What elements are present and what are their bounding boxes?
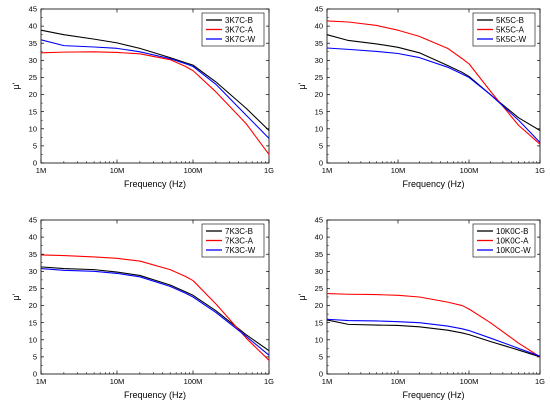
x-tick-label: 1M xyxy=(322,166,332,175)
series-line-10k0c-a xyxy=(326,293,541,358)
x-tick-label: 10M xyxy=(110,166,125,175)
y-tick-label: 35 xyxy=(29,39,37,48)
series-line-7k3c-a xyxy=(40,254,270,361)
chart-panel-1: 0 5 10 15 20 25 30 35 40 45 1M 10M 100M 1G Frequency (… xyxy=(11,5,274,189)
chart-panel-3: 0 5 10 15 20 25 30 35 40 45 1M 10M 100M 1G Frequency (… xyxy=(11,216,274,400)
series-line-10k0c-b xyxy=(326,319,541,358)
y-tick-label: 40 xyxy=(29,233,37,242)
y-tick-label: 15 xyxy=(315,107,323,116)
y-tick-label: 15 xyxy=(29,318,37,327)
y-tick-label: 40 xyxy=(29,22,37,31)
legend-label: 3K7C-A xyxy=(225,25,254,34)
legend-label: 5K5C-W xyxy=(496,35,527,44)
y-tick-label: 5 xyxy=(319,352,323,361)
legend-label: 3K7C-B xyxy=(225,16,253,25)
series-line-5k5c-w xyxy=(326,47,541,143)
y-tick-label: 35 xyxy=(315,250,323,259)
x-tick-label: 1G xyxy=(264,377,274,386)
y-tick-label: 30 xyxy=(315,56,323,65)
y-tick-label: 45 xyxy=(29,216,37,225)
x-tick-label: 100M xyxy=(460,166,479,175)
series-line-3k7c-a xyxy=(40,51,270,155)
y-tick-label: 20 xyxy=(315,301,323,310)
x-tick-label: 1M xyxy=(36,166,46,175)
y-tick-label: 10 xyxy=(315,124,323,133)
y-tick-label: 0 xyxy=(33,159,37,168)
x-tick-label: 1G xyxy=(535,377,545,386)
y-axis-title: μ' xyxy=(11,293,21,300)
series-line-3k7c-b xyxy=(40,29,270,131)
y-tick-label: 35 xyxy=(315,39,323,48)
y-tick-label: 30 xyxy=(29,267,37,276)
x-tick-label: 1M xyxy=(36,377,46,386)
series-line-10k0c-w xyxy=(326,318,541,357)
y-tick-label: 40 xyxy=(315,233,323,242)
y-tick-label: 0 xyxy=(319,159,323,168)
x-tick-label: 100M xyxy=(460,377,479,386)
y-tick-label: 25 xyxy=(29,73,37,82)
y-tick-label: 25 xyxy=(315,73,323,82)
y-tick-label: 35 xyxy=(29,250,37,259)
series-line-7k3c-b xyxy=(40,266,270,352)
x-axis-title: Frequency (Hz) xyxy=(124,390,186,400)
legend-label: 7K3C-W xyxy=(225,246,256,255)
x-tick-label: 10M xyxy=(391,166,406,175)
chart-panel-2: 0 5 10 15 20 25 30 35 40 45 1M 10M 100M 1G Frequency (… xyxy=(297,5,545,189)
x-tick-label: 100M xyxy=(184,377,203,386)
y-tick-label: 15 xyxy=(315,318,323,327)
y-tick-label: 20 xyxy=(29,90,37,99)
legend-label: 10K0C-W xyxy=(496,246,531,255)
y-tick-label: 10 xyxy=(315,335,323,344)
series-line-5k5c-b xyxy=(326,34,541,131)
y-tick-label: 45 xyxy=(315,216,323,225)
x-axis-title: Frequency (Hz) xyxy=(402,179,464,189)
y-tick-label: 25 xyxy=(29,284,37,293)
y-tick-label: 45 xyxy=(29,5,37,14)
x-tick-label: 10M xyxy=(391,377,406,386)
y-axis-title: μ' xyxy=(11,82,21,89)
chart-panel-4: 0 5 10 15 20 25 30 35 40 45 1M 10M 100M 1G Frequency (… xyxy=(297,216,545,400)
legend-label: 3K7C-W xyxy=(225,35,256,44)
y-axis-title: μ' xyxy=(297,82,307,89)
y-tick-label: 30 xyxy=(315,267,323,276)
y-tick-label: 0 xyxy=(33,370,37,379)
y-tick-label: 25 xyxy=(315,284,323,293)
series-line-7k3c-w xyxy=(40,268,270,356)
y-tick-label: 5 xyxy=(319,141,323,150)
x-axis-title: Frequency (Hz) xyxy=(124,179,186,189)
y-tick-label: 20 xyxy=(315,90,323,99)
y-tick-label: 20 xyxy=(29,301,37,310)
legend-label: 10K0C-B xyxy=(496,227,528,236)
series-line-3k7c-w xyxy=(40,39,270,139)
legend-label: 7K3C-B xyxy=(225,227,253,236)
x-tick-label: 100M xyxy=(184,166,203,175)
y-tick-label: 5 xyxy=(33,352,37,361)
y-tick-label: 15 xyxy=(29,107,37,116)
y-tick-label: 30 xyxy=(29,56,37,65)
y-axis-title: μ' xyxy=(297,293,307,300)
y-tick-label: 5 xyxy=(33,141,37,150)
legend-label: 10K0C-A xyxy=(496,236,529,245)
y-tick-label: 0 xyxy=(319,370,323,379)
x-tick-label: 1G xyxy=(535,166,545,175)
y-tick-label: 45 xyxy=(315,5,323,14)
x-axis-title: Frequency (Hz) xyxy=(402,390,464,400)
x-tick-label: 10M xyxy=(110,377,125,386)
x-tick-label: 1M xyxy=(322,377,332,386)
legend-label: 5K5C-B xyxy=(496,16,524,25)
legend-label: 5K5C-A xyxy=(496,25,525,34)
legend-label: 7K3C-A xyxy=(225,236,254,245)
x-tick-label: 1G xyxy=(264,166,274,175)
y-tick-label: 10 xyxy=(29,124,37,133)
y-tick-label: 40 xyxy=(315,22,323,31)
y-tick-label: 10 xyxy=(29,335,37,344)
